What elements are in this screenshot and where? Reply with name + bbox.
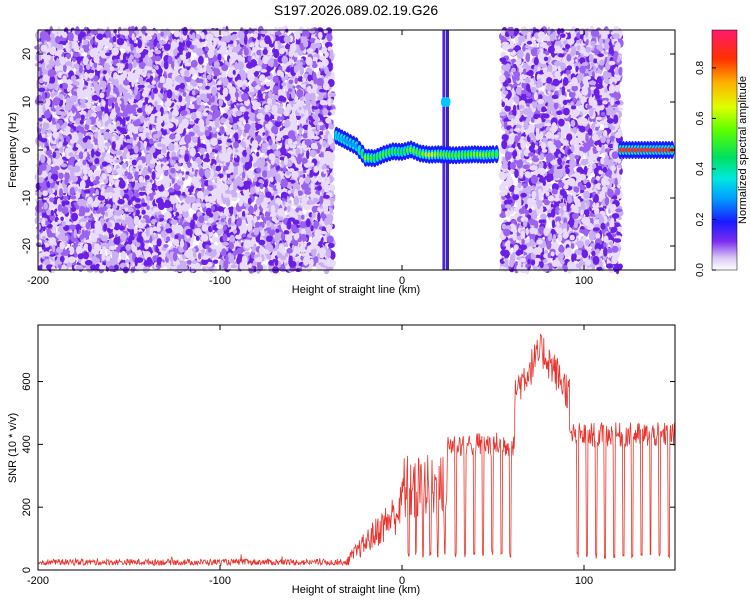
noise-blob	[330, 184, 336, 191]
noise-blob	[311, 177, 318, 183]
noise-blob	[182, 192, 186, 196]
noise-blob	[195, 235, 200, 241]
chart-title: S197.2026.089.02.19.G26	[274, 2, 438, 18]
heatmap-noise	[34, 25, 624, 275]
noise-blob	[108, 174, 113, 184]
noise-blob	[266, 253, 271, 260]
noise-blob	[116, 34, 121, 39]
noise-blob	[279, 103, 284, 107]
noise-blob	[244, 29, 250, 35]
noise-blob	[248, 43, 255, 48]
noise-blob	[50, 92, 55, 98]
noise-blob	[215, 165, 222, 172]
noise-blob	[188, 128, 193, 132]
noise-blob	[227, 99, 231, 105]
noise-blob	[295, 84, 302, 89]
noise-blob	[286, 66, 291, 73]
noise-blob	[212, 259, 219, 264]
noise-blob	[301, 84, 307, 89]
noise-blob	[186, 260, 192, 265]
noise-blob	[248, 27, 253, 34]
noise-blob	[286, 247, 293, 254]
noise-blob	[230, 103, 235, 109]
noise-blob	[201, 182, 205, 188]
noise-blob	[277, 40, 282, 50]
noise-blob	[265, 130, 269, 137]
